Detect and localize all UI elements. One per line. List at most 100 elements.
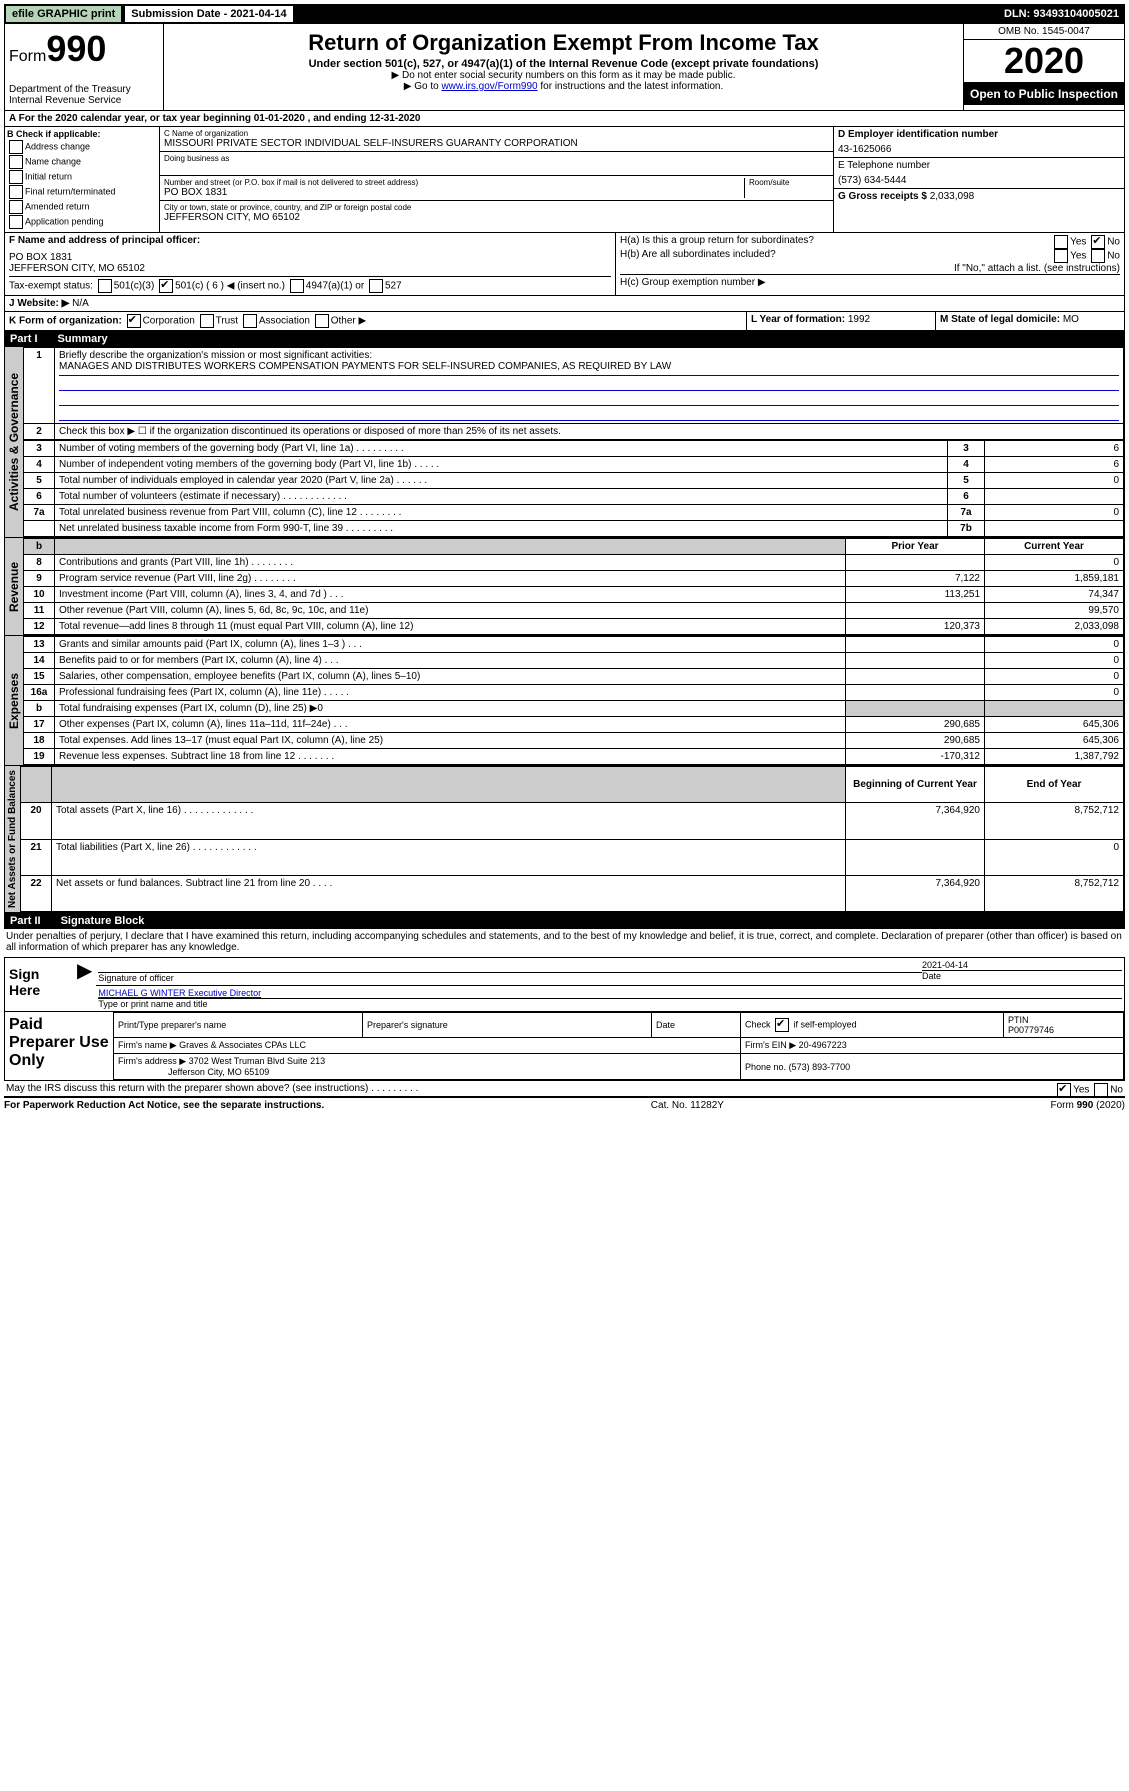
table-row: 22Net assets or fund balances. Subtract … — [21, 875, 1124, 911]
firm-addr2: Jefferson City, MO 65109 — [168, 1067, 269, 1077]
form-subtitle: Under section 501(c), 527, or 4947(a)(1)… — [168, 58, 959, 70]
box-b-heading: B Check if applicable: — [7, 129, 157, 139]
self-employed: Check if self-employed — [741, 1013, 1004, 1038]
year-formation-label: L Year of formation: — [751, 314, 845, 325]
check-amended[interactable]: Amended return — [7, 200, 157, 214]
note-link: ▶ Go to www.irs.gov/Form990 for instruct… — [168, 81, 959, 92]
check-initial-return[interactable]: Initial return — [7, 170, 157, 184]
discuss-no[interactable] — [1094, 1083, 1108, 1097]
gross-receipts-value: 2,033,098 — [930, 191, 975, 202]
check-4947[interactable] — [290, 279, 304, 293]
row-klm: K Form of organization: Corporation Trus… — [4, 312, 1125, 331]
sign-here: Sign Here ▶ Signature of officer 2021-04… — [4, 957, 1125, 1012]
check-assoc[interactable] — [243, 314, 257, 328]
table-row: 9Program service revenue (Part VIII, lin… — [24, 571, 1124, 587]
paid-prep-label: Paid Preparer Use Only — [5, 1012, 113, 1080]
city-label: City or town, state or province, country… — [164, 203, 829, 212]
ein-label: D Employer identification number — [838, 129, 1120, 140]
table-row: 16aProfessional fundraising fees (Part I… — [24, 685, 1124, 701]
table-row: 21Total liabilities (Part X, line 26) . … — [21, 839, 1124, 875]
line1: Briefly describe the organization's miss… — [55, 348, 1124, 424]
prep-sig-label: Preparer's signature — [363, 1013, 652, 1038]
tax-status-label: Tax-exempt status: — [9, 281, 93, 292]
section-activities: Activities & Governance 1 Briefly descri… — [4, 347, 1125, 538]
ein-value: 43-1625066 — [838, 144, 1120, 155]
check-corp[interactable] — [127, 314, 141, 328]
part2-header: Part II Signature Block — [4, 913, 1125, 929]
firm-name: Graves & Associates CPAs LLC — [179, 1040, 306, 1050]
check-final-return[interactable]: Final return/terminated — [7, 185, 157, 199]
sig-date: 2021-04-14 — [922, 960, 1122, 970]
table-header: Beginning of Current YearEnd of Year — [21, 767, 1124, 803]
ha-no[interactable] — [1091, 235, 1105, 249]
box-c: C Name of organization MISSOURI PRIVATE … — [160, 127, 833, 232]
check-501c[interactable] — [159, 279, 173, 293]
phone-label: E Telephone number — [838, 160, 1120, 171]
footer-left: For Paperwork Reduction Act Notice, see … — [4, 1100, 324, 1111]
check-app-pending[interactable]: Application pending — [7, 215, 157, 229]
firm-name-label: Firm's name ▶ — [118, 1040, 177, 1050]
paid-preparer: Paid Preparer Use Only Print/Type prepar… — [4, 1012, 1125, 1081]
check-other[interactable] — [315, 314, 329, 328]
dept-treasury: Department of the Treasury Internal Reve… — [9, 84, 159, 106]
row-j: J Website: ▶ N/A — [4, 296, 1125, 312]
table-row: 20Total assets (Part X, line 16) . . . .… — [21, 803, 1124, 839]
form-title: Return of Organization Exempt From Incom… — [168, 30, 959, 56]
irs-link[interactable]: www.irs.gov/Form990 — [441, 81, 537, 92]
officer-name[interactable]: MICHAEL G WINTER Executive Director — [98, 988, 261, 998]
tax-year: 2020 — [964, 40, 1124, 83]
discuss-yes[interactable] — [1057, 1083, 1071, 1097]
table-header: bPrior YearCurrent Year — [24, 539, 1124, 555]
table-row: 15Salaries, other compensation, employee… — [24, 669, 1124, 685]
website-value: N/A — [72, 298, 89, 309]
omb-number: OMB No. 1545-0047 — [964, 24, 1124, 40]
website-label: J Website: ▶ — [9, 298, 69, 309]
ptin-value: P00779746 — [1008, 1025, 1054, 1035]
box-b: B Check if applicable: Address change Na… — [5, 127, 160, 232]
table-row: 17Other expenses (Part IX, column (A), l… — [24, 717, 1124, 733]
main-info: B Check if applicable: Address change Na… — [4, 127, 1125, 233]
firm-ein-label: Firm's EIN ▶ — [745, 1040, 796, 1050]
table-row: Net unrelated business taxable income fr… — [24, 521, 1124, 537]
check-name-change[interactable]: Name change — [7, 155, 157, 169]
line2: Check this box ▶ ☐ if the organization d… — [55, 424, 1124, 440]
table-row: 14Benefits paid to or for members (Part … — [24, 653, 1124, 669]
room-label: Room/suite — [749, 178, 829, 187]
hb-yes[interactable] — [1054, 249, 1068, 263]
form-header: Form990 Department of the Treasury Inter… — [4, 24, 1125, 111]
table-row: 10Investment income (Part VIII, column (… — [24, 587, 1124, 603]
table-row: 3Number of voting members of the governi… — [24, 441, 1124, 457]
label-activities: Activities & Governance — [5, 347, 23, 537]
check-527[interactable] — [369, 279, 383, 293]
street-address: PO BOX 1831 — [164, 187, 744, 198]
gross-receipts-label: G Gross receipts $ — [838, 191, 927, 202]
table-row: 4Number of independent voting members of… — [24, 457, 1124, 473]
check-self-employed[interactable] — [775, 1018, 789, 1032]
ha-yes[interactable] — [1054, 235, 1068, 249]
open-public-badge: Open to Public Inspection — [964, 83, 1124, 105]
section-netassets: Net Assets or Fund Balances Beginning of… — [4, 766, 1125, 913]
ptin-cell: PTINP00779746 — [1003, 1013, 1123, 1038]
year-formation: 1992 — [848, 314, 870, 325]
hb-no[interactable] — [1091, 249, 1105, 263]
hb-note: If "No," attach a list. (see instruction… — [620, 263, 1120, 274]
check-address-change[interactable]: Address change — [7, 140, 157, 154]
check-501c3[interactable] — [98, 279, 112, 293]
officer-label: F Name and address of principal officer: — [9, 235, 611, 246]
label-revenue: Revenue — [5, 538, 23, 635]
check-trust[interactable] — [200, 314, 214, 328]
hb-label: H(b) Are all subordinates included? — [620, 249, 776, 263]
table-row: 11Other revenue (Part VIII, column (A), … — [24, 603, 1124, 619]
officer-addr1: PO BOX 1831 — [9, 252, 611, 263]
domicile-label: M State of legal domicile: — [940, 314, 1060, 325]
table-row: 8Contributions and grants (Part VIII, li… — [24, 555, 1124, 571]
domicile: MO — [1063, 314, 1079, 325]
form-number: Form990 — [9, 28, 159, 70]
efile-badge[interactable]: efile GRAPHIC print — [6, 6, 121, 22]
sig-officer-label: Signature of officer — [98, 972, 922, 983]
mission-text: MANAGES AND DISTRIBUTES WORKERS COMPENSA… — [59, 361, 1119, 376]
form-org-label: K Form of organization: — [9, 316, 122, 327]
section-expenses: Expenses 13Grants and similar amounts pa… — [4, 636, 1125, 766]
prep-phone-label: Phone no. — [745, 1062, 786, 1072]
table-row: 12Total revenue—add lines 8 through 11 (… — [24, 619, 1124, 635]
